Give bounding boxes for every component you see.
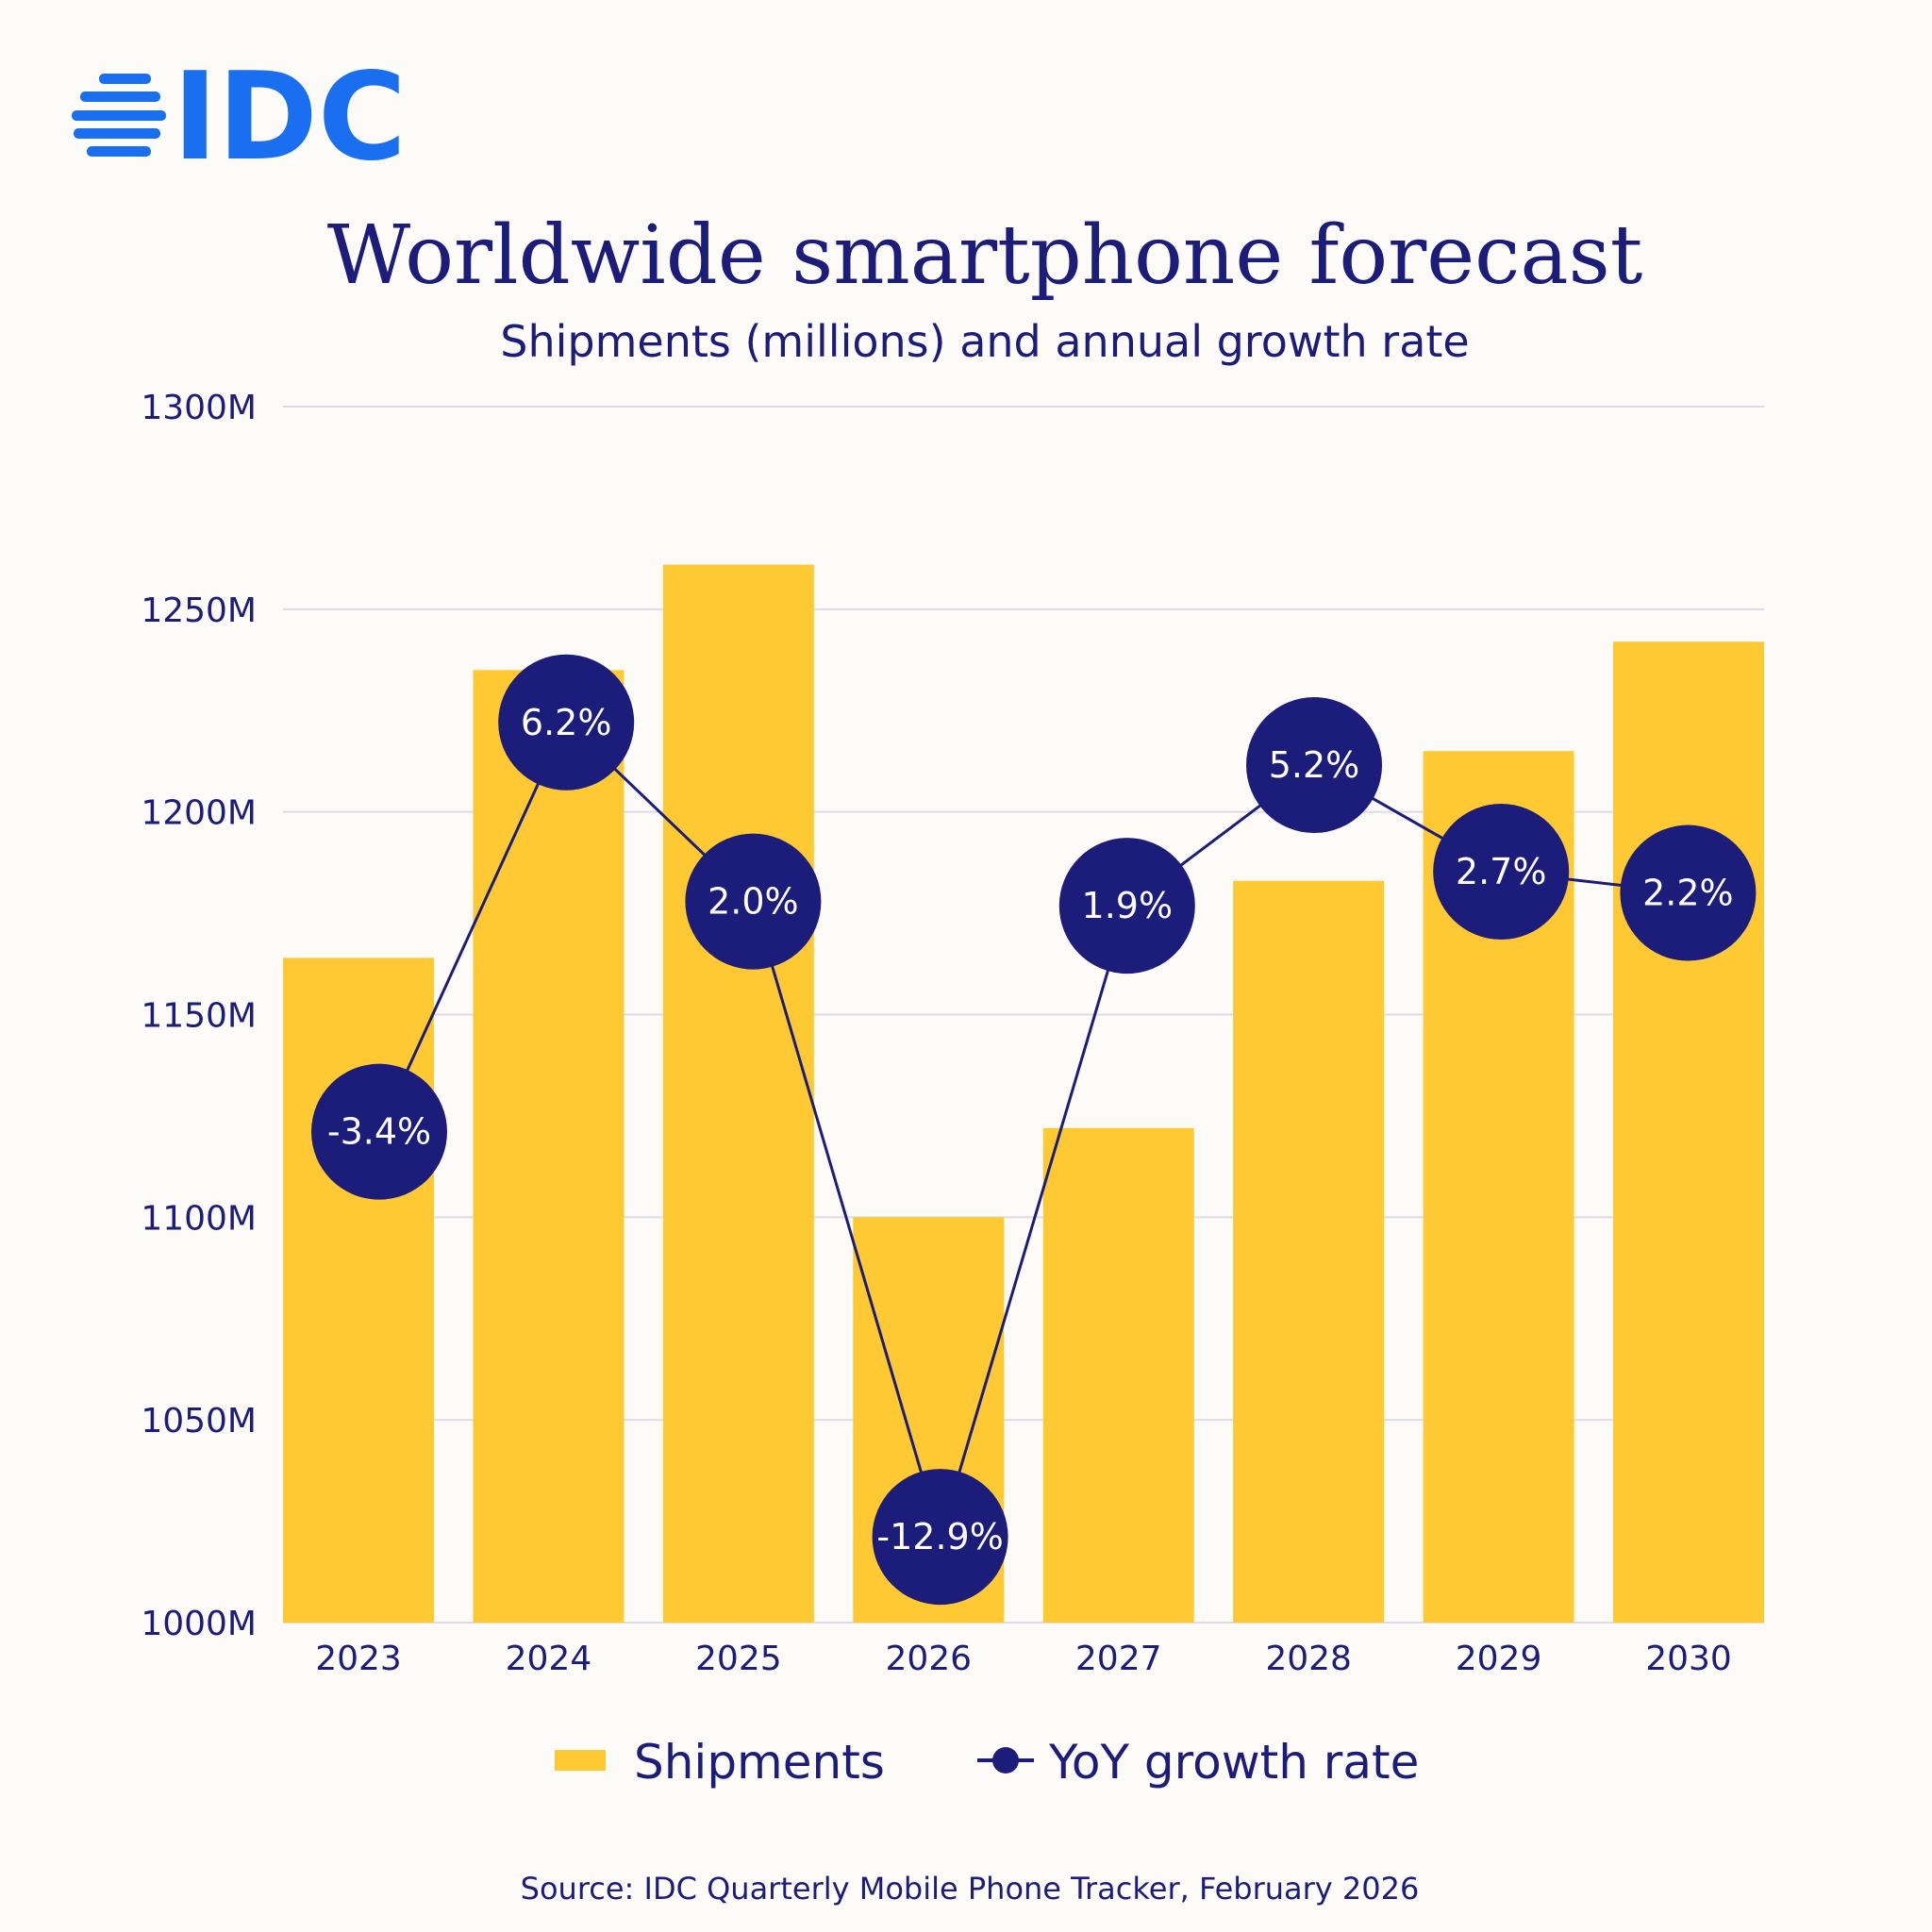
x-tick-label: 2025	[695, 1640, 782, 1678]
growth-marker-2024	[498, 654, 635, 791]
legend: Shipments YoY growth rate	[555, 1735, 1419, 1790]
growth-label: 2.2%	[1642, 873, 1734, 914]
globe-stripe	[99, 74, 151, 84]
x-tick-label: 2024	[506, 1640, 592, 1678]
growth-marker-2023	[311, 1063, 447, 1200]
x-tick-label: 2030	[1645, 1640, 1732, 1678]
growth-marker-2026	[872, 1469, 1008, 1606]
globe-icon	[72, 74, 166, 157]
globe-stripe	[74, 128, 160, 139]
growth-marker-2029	[1433, 803, 1570, 940]
growth-label: 2.0%	[708, 881, 799, 923]
bar-2027	[1042, 1127, 1194, 1623]
y-tick-label: 1100M	[141, 1199, 257, 1238]
bar-2024	[473, 670, 625, 1623]
y-tick-label: 1050M	[141, 1402, 257, 1441]
x-tick-label: 2026	[885, 1640, 972, 1678]
legend-label-shipments: Shipments	[634, 1735, 885, 1790]
idc-logo: IDC	[72, 47, 407, 188]
growth-label: 1.9%	[1082, 885, 1174, 926]
x-tick-label: 2029	[1456, 1640, 1542, 1678]
growth-label: 5.2%	[1269, 744, 1360, 786]
growth-label: 6.2%	[521, 702, 612, 743]
growth-label: -12.9%	[876, 1516, 1003, 1557]
bars	[283, 564, 1764, 1623]
growth-marker-2028	[1246, 696, 1382, 833]
growth-marker-2027	[1058, 838, 1195, 974]
y-tick-label: 1200M	[141, 794, 257, 833]
y-tick-label: 1000M	[141, 1605, 257, 1643]
x-tick-label: 2023	[315, 1640, 402, 1678]
legend-swatch-shipments	[555, 1750, 606, 1771]
bar-2028	[1233, 880, 1385, 1623]
growth-markers: -3.4% 6.2% 2.0% -12.9% 1.9% 5.2% 2.7% 2.2%	[311, 654, 1757, 1606]
bar-2025	[662, 564, 814, 1623]
y-tick-label: 1300M	[141, 389, 257, 427]
globe-stripe	[80, 92, 160, 102]
chart-title: Worldwide smartphone forecast	[327, 208, 1643, 303]
logo-text: IDC	[173, 47, 407, 188]
x-tick-label: 2028	[1265, 1640, 1352, 1678]
growth-marker-2030	[1620, 824, 1757, 961]
y-tick-label: 1150M	[141, 997, 257, 1036]
bar-2023	[283, 958, 434, 1623]
growth-marker-2025	[685, 833, 822, 970]
x-tick-label: 2027	[1075, 1640, 1162, 1678]
y-axis-ticks: 1000M 1050M 1100M 1150M 1200M 1250M 1300M	[141, 389, 257, 1643]
legend-label-growth: YoY growth rate	[1048, 1735, 1419, 1790]
legend-marker-growth	[992, 1747, 1019, 1774]
chart-subtitle: Shipments (millions) and annual growth r…	[500, 316, 1469, 367]
y-tick-label: 1250M	[141, 591, 257, 630]
x-axis-ticks: 2023 2024 2025 2026 2027 2028 2029 2030	[315, 1640, 1732, 1678]
globe-stripe	[87, 146, 151, 157]
bar-2030	[1613, 641, 1764, 1623]
source-note: Source: IDC Quarterly Mobile Phone Track…	[521, 1871, 1420, 1907]
growth-label: 2.7%	[1456, 851, 1547, 892]
growth-label: -3.4%	[327, 1111, 431, 1153]
globe-stripe	[72, 110, 166, 121]
